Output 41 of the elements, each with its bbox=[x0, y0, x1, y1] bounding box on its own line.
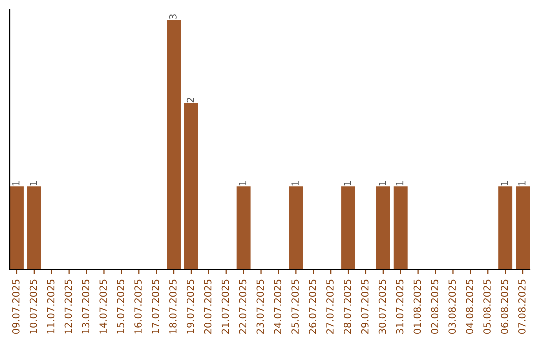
x-tick-label: 19.07.2025 bbox=[186, 280, 194, 334]
data-label: 1 bbox=[379, 181, 386, 186]
data-label: 1 bbox=[239, 181, 247, 186]
x-tick-label: 21.07.2025 bbox=[222, 280, 230, 334]
x-tick-label: 07.08.2025 bbox=[518, 280, 526, 334]
x-tick-label: 24.07.2025 bbox=[274, 280, 282, 334]
x-tick-label: 26.07.2025 bbox=[309, 280, 316, 334]
data-label: 1 bbox=[501, 181, 508, 186]
x-tick-label: 14.07.2025 bbox=[100, 280, 108, 334]
x-tick-label: 13.07.2025 bbox=[82, 280, 90, 334]
x-tick-label: 09.07.2025 bbox=[12, 280, 20, 334]
x-tick-label: 02.08.2025 bbox=[431, 280, 439, 334]
x-tick-label: 11.07.2025 bbox=[47, 280, 55, 334]
data-label: 1 bbox=[396, 181, 404, 186]
x-tick-label: 16.07.2025 bbox=[134, 280, 142, 334]
x-tick-label: 31.07.2025 bbox=[396, 280, 404, 334]
data-label: 1 bbox=[518, 181, 526, 186]
x-tick-label: 06.08.2025 bbox=[501, 280, 508, 334]
x-tick-label: 27.07.2025 bbox=[326, 280, 334, 334]
x-tick-label: 25.07.2025 bbox=[292, 280, 299, 334]
x-tick-label: 01.08.2025 bbox=[414, 280, 422, 334]
data-label: 3 bbox=[169, 14, 177, 20]
x-tick-label: 28.07.2025 bbox=[344, 280, 352, 334]
x-tick-label: 18.07.2025 bbox=[169, 280, 177, 334]
x-tick-label: 23.07.2025 bbox=[256, 280, 264, 334]
data-label: 1 bbox=[30, 181, 38, 186]
x-tick-label: 30.07.2025 bbox=[378, 280, 386, 334]
x-tick-label: 04.08.2025 bbox=[466, 280, 474, 334]
x-tick-label: 17.07.2025 bbox=[152, 280, 160, 334]
x-tick-label: 29.07.2025 bbox=[361, 280, 369, 334]
data-label: 1 bbox=[344, 181, 352, 186]
x-tick-label: 15.07.2025 bbox=[117, 280, 124, 334]
x-tick-label: 12.07.2025 bbox=[64, 280, 72, 334]
x-tick-label: 10.07.2025 bbox=[30, 280, 38, 334]
x-tick-label: 03.08.2025 bbox=[448, 280, 456, 334]
x-tick-label: 05.08.2025 bbox=[484, 280, 491, 334]
data-label: 2 bbox=[186, 98, 194, 103]
data-label: 1 bbox=[12, 181, 20, 186]
data-label: 1 bbox=[292, 181, 299, 186]
x-tick-label: 20.07.2025 bbox=[204, 280, 212, 334]
x-tick-label: 22.07.2025 bbox=[239, 280, 247, 334]
